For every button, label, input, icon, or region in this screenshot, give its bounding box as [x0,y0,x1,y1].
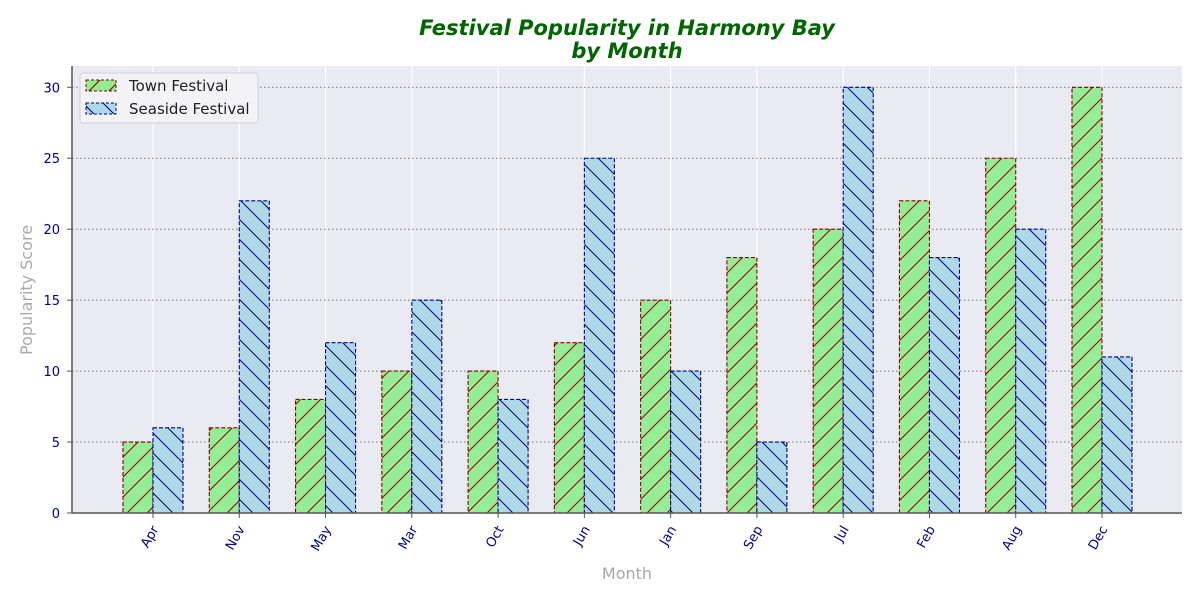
x-tick-label-sep: Sep [741,524,766,553]
chart-title-line-1: Festival Popularity in Harmony Bay [419,16,836,40]
bar-seaside-festival-sep [756,441,788,514]
y-tick-labels: 0 5 10 15 20 25 30 [43,81,72,522]
y-tick-label: 15 [43,294,60,309]
y-tick-label: 0 [52,507,60,522]
bar-seaside-festival-feb [928,257,961,514]
bar-town-festival-apr [122,441,154,514]
x-tick-label-jan: Jan [657,524,681,550]
legend-label-seaside-festival: Seaside Festival [129,100,250,118]
y-tick-label: 20 [43,223,60,238]
bar-town-festival-sep [726,257,758,514]
bar-seaside-festival-jun [583,157,615,514]
x-tick-label-jul: Jul [831,524,852,546]
x-tick-label-may: May [309,523,336,554]
bar-seaside-festival-dec [1101,356,1133,514]
x-tick-label-mar: Mar [396,523,422,552]
bar-seaside-festival-aug [1015,228,1047,514]
x-tick-label-nov: Nov [223,523,249,553]
x-tick-label-apr: Apr [138,523,163,551]
bar-town-festival-jun [553,342,585,514]
bar-town-festival-oct [467,370,499,514]
legend-swatch-seaside-festival [85,102,117,115]
legend-swatch-town-festival [85,79,117,92]
bar-seaside-festival-apr [152,427,184,514]
y-tick-label: 5 [52,436,60,451]
bar-town-festival-mar [381,370,413,514]
legend: Town Festival Seaside Festival [79,72,259,124]
bar-town-festival-nov [208,427,240,514]
legend-box [79,72,259,124]
x-tick-label-oct: Oct [483,524,507,551]
bar-seaside-festival-oct [497,398,529,514]
bar-town-festival-jul [812,228,844,514]
legend-label-town-festival: Town Festival [128,77,228,95]
bars-group [122,86,1133,514]
y-tick-label: 25 [43,152,60,167]
x-tick-label-aug: Aug [1000,524,1026,553]
x-tick-label-jun: Jun [570,524,594,550]
bar-town-festival-jan [640,299,672,514]
y-axis-label: Popularity Score [17,225,36,355]
y-tick-label: 30 [43,81,60,96]
bar-town-festival-may [294,398,327,514]
bar-seaside-festival-nov [238,200,270,514]
axes [71,66,1182,514]
chart-title-line-2: by Month [571,39,682,63]
x-tick-label-feb: Feb [914,524,939,551]
bar-town-festival-feb [898,200,931,514]
x-tick-label-dec: Dec [1086,524,1112,553]
bar-seaside-festival-jan [670,370,702,514]
bar-town-festival-aug [985,157,1017,514]
bar-seaside-festival-may [324,342,357,514]
bar-seaside-festival-jul [842,86,874,514]
x-tick-labels: Apr Nov May Mar Oct Jun Jan Sep Jul Feb Aug Dec [138,513,1111,554]
x-axis-label: Month [602,564,652,583]
bar-town-festival-dec [1071,86,1103,514]
y-tick-label: 10 [43,365,60,380]
bar-seaside-festival-mar [411,299,443,514]
